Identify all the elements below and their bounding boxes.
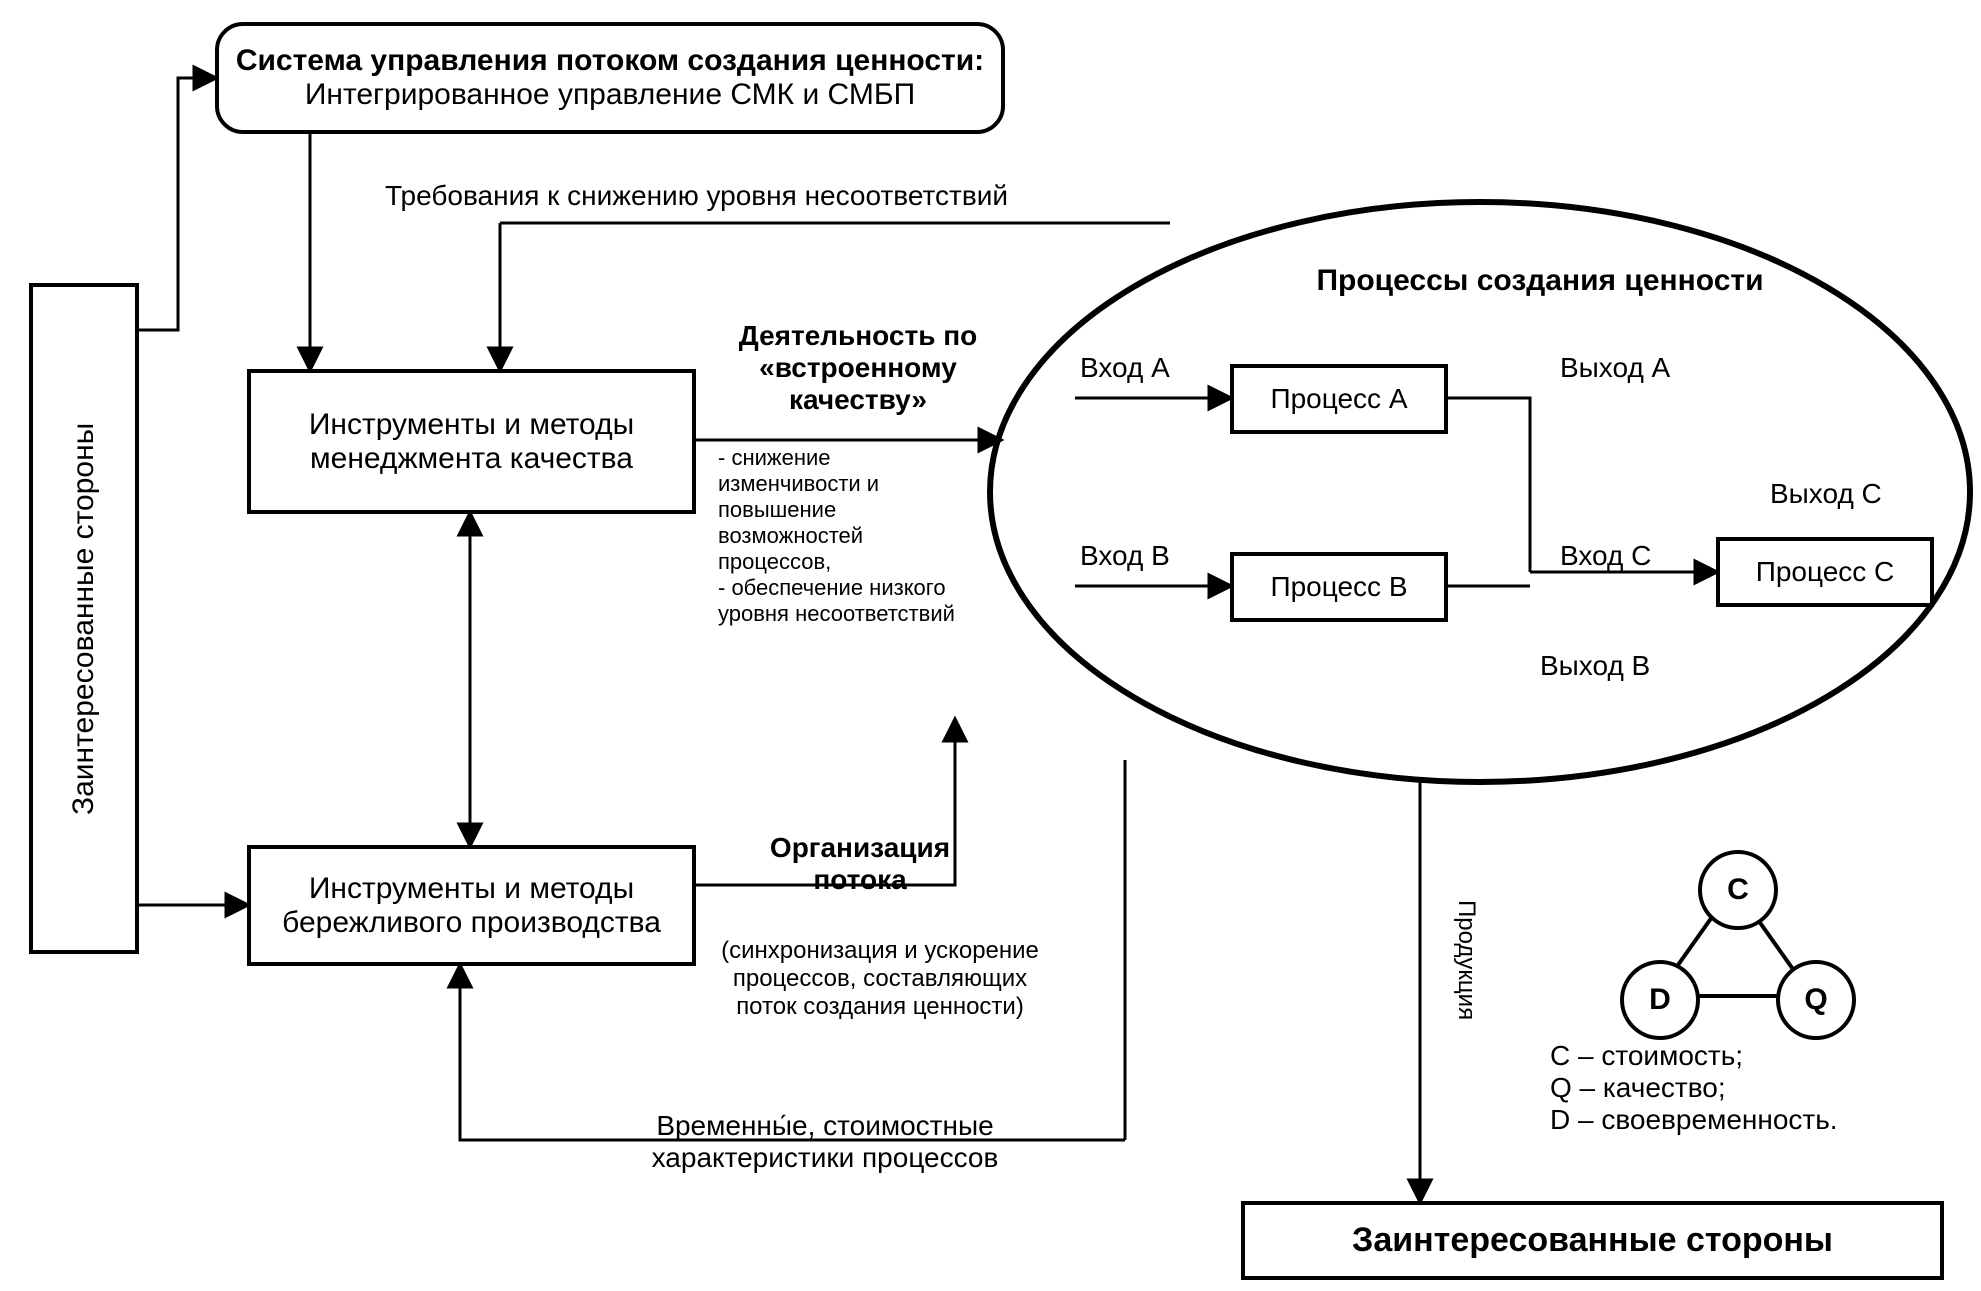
arrow-side-to-top — [139, 78, 215, 330]
stakeholders-bottom-label: Заинтересованные стороны — [1352, 1221, 1833, 1260]
label-out_c: Выход С — [1770, 478, 1920, 510]
system-title: Система управления потоком создания ценн… — [236, 44, 984, 78]
label-out_a: Выход А — [1560, 352, 1710, 384]
lean-tools-box: Инструменты и методы бережливого произво… — [247, 845, 696, 966]
process-b-box: Процесс B — [1230, 552, 1448, 622]
process-a-box: Процесс А — [1230, 364, 1448, 434]
label-product_v: Продукция — [1440, 900, 1480, 1100]
stakeholders-bottom-box: Заинтересованные стороны — [1241, 1201, 1944, 1280]
label-flow_sub: (синхронизация и ускорение процессов, со… — [700, 937, 1060, 1021]
legend-node-d: D — [1620, 960, 1700, 1040]
label-in_c: Вход С — [1560, 540, 1690, 572]
stakeholders-left-box: Заинтересованные стороны — [29, 283, 139, 954]
arrow-A-out — [1448, 398, 1530, 572]
system-box: Система управления потоком создания ценн… — [215, 22, 1005, 134]
process-c-box: Процесс C — [1716, 537, 1934, 607]
diagram-stage: Заинтересованные стороны Система управле… — [0, 0, 1981, 1291]
process-a-label: Процесс А — [1270, 383, 1407, 415]
system-subtitle: Интегрированное управление СМК и СМБП — [305, 78, 915, 112]
lean-tools-label: Инструменты и методы бережливого произво… — [282, 872, 661, 940]
quality-tools-box: Инструменты и методы менеджмента качеств… — [247, 369, 696, 514]
label-in_b: Вход В — [1080, 540, 1210, 572]
label-legend_text: С – стоимость; Q – качество; D – своевре… — [1550, 1040, 1970, 1136]
label-vc_title: Процессы создания ценности — [1310, 264, 1770, 298]
label-activity_title: Деятельность по «встроенному качеству» — [718, 320, 998, 416]
label-flow_title: Организация потока — [740, 832, 980, 896]
label-activity_sub: - снижение изменчивости и повышение возм… — [718, 445, 978, 627]
label-temporal: Временны́е, стоимостные характеристики п… — [610, 1110, 1040, 1174]
quality-tools-label: Инструменты и методы менеджмента качеств… — [309, 408, 634, 476]
label-reqs_title: Требования к снижению уровня несоответст… — [385, 180, 1085, 212]
label-out_b: Выход В — [1540, 650, 1690, 682]
label-in_a: Вход А — [1080, 352, 1210, 384]
stakeholders-left-label: Заинтересованные стороны — [33, 287, 135, 950]
process-c-label: Процесс C — [1756, 556, 1895, 588]
process-b-label: Процесс B — [1270, 571, 1407, 603]
legend-node-c: C — [1698, 850, 1778, 930]
legend-node-q: Q — [1776, 960, 1856, 1040]
